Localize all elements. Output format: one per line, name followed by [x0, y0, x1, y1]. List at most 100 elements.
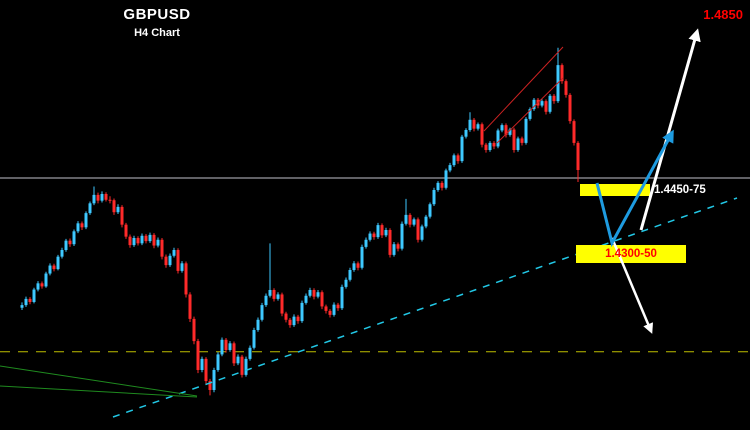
candle-body: [280, 294, 284, 314]
candle-body: [544, 101, 548, 112]
candle-body: [316, 292, 320, 297]
candle-body: [276, 294, 280, 299]
candle-body: [204, 358, 208, 382]
demand-zone-label: 1.4300-50: [605, 248, 657, 260]
candle-body: [188, 294, 192, 319]
candle-body: [400, 223, 404, 249]
candle-body: [32, 289, 36, 302]
candle-body: [376, 225, 380, 238]
candle-body: [424, 216, 428, 227]
candle-body: [448, 165, 452, 171]
candle-body: [92, 194, 96, 204]
candle-body: [148, 234, 152, 242]
candle-body: [432, 190, 436, 205]
candle-body: [140, 235, 144, 244]
candle-body: [168, 255, 172, 266]
candle-body: [240, 356, 244, 375]
triangle-lower-line: [0, 385, 198, 398]
candle-body: [308, 289, 312, 296]
candle-body: [180, 263, 184, 271]
candle-body: [540, 101, 544, 106]
candle-body: [416, 219, 420, 240]
candle-body: [228, 343, 232, 350]
candle-body: [132, 237, 136, 246]
candle-body: [504, 125, 508, 135]
candle-body: [352, 263, 356, 270]
target-price-label: 1.4850: [703, 7, 743, 22]
candle-body: [444, 170, 448, 188]
candle-body: [336, 304, 340, 309]
candle-body: [160, 239, 164, 257]
candle-body: [388, 229, 392, 255]
candle-body: [236, 356, 240, 364]
candle-body: [460, 136, 464, 162]
candle-body: [88, 203, 92, 214]
candle-body: [212, 369, 216, 390]
candle-body: [100, 193, 104, 201]
candle-body: [96, 194, 100, 201]
candle-body: [44, 273, 48, 287]
candle-body: [332, 304, 336, 315]
candle-body: [412, 219, 416, 225]
candle-body: [440, 182, 444, 188]
bullish-target-arrow: [639, 28, 701, 231]
candle-body: [64, 240, 68, 250]
candle-body: [500, 125, 504, 131]
candle-body: [112, 200, 116, 213]
candle-body: [476, 124, 480, 129]
candle-body: [420, 226, 424, 240]
candle-body: [20, 305, 24, 308]
candle-body: [116, 206, 120, 213]
candle-body: [468, 119, 472, 131]
supply-zone-label: 1.4450-75: [654, 184, 706, 196]
candle-body: [172, 249, 176, 256]
candle-body: [256, 319, 260, 330]
candle-body: [296, 316, 300, 322]
candle-body: [516, 138, 520, 151]
candle-body: [484, 144, 488, 151]
candle-body: [56, 256, 60, 270]
chart-title-block: GBPUSD H4 Chart: [92, 6, 222, 39]
candle-body: [292, 316, 296, 326]
candle-body: [552, 95, 556, 102]
candle-body: [372, 233, 376, 238]
candle-body: [360, 246, 364, 268]
candle-body: [324, 306, 328, 311]
candle-body: [104, 193, 108, 200]
candle-body: [184, 263, 188, 295]
candle-body: [128, 236, 132, 246]
candle-body: [524, 118, 528, 143]
candle-body: [532, 99, 536, 110]
candle-body: [144, 235, 148, 242]
candle-body: [272, 289, 276, 299]
candle-body: [68, 240, 72, 245]
candle-body: [244, 358, 248, 375]
candle-body: [28, 298, 32, 302]
candle-body: [364, 239, 368, 247]
candle-body: [328, 310, 332, 315]
candle-body: [268, 289, 272, 296]
projected-path-arrow: [595, 129, 674, 248]
candle-body: [36, 283, 40, 290]
candle-body: [464, 130, 468, 137]
candle-body: [480, 124, 484, 145]
candle-body: [80, 223, 84, 228]
candle-body: [84, 213, 88, 228]
candle-body: [560, 65, 564, 82]
candle-body: [216, 354, 220, 370]
candle-body: [136, 237, 140, 244]
candle-body: [196, 341, 200, 370]
wedge-lower-line: [496, 77, 564, 144]
candle-body: [348, 269, 352, 280]
candle-body: [164, 256, 168, 266]
candle-body: [572, 121, 576, 143]
candle-body: [340, 286, 344, 309]
candle-body: [60, 249, 64, 257]
candle-body: [488, 142, 492, 151]
candle-body: [384, 229, 388, 236]
candle-body: [436, 182, 440, 190]
candle-body: [200, 358, 204, 370]
timeframe-subtitle: H4 Chart: [134, 27, 180, 39]
